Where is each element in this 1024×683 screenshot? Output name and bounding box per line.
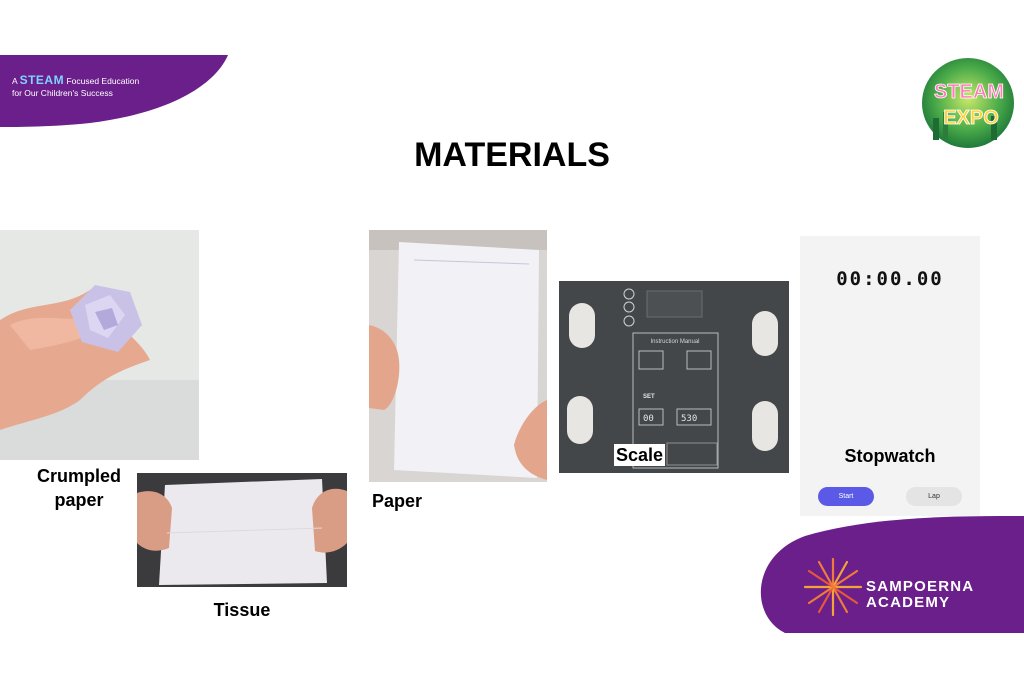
stopwatch-time: 00:00.00 [836, 268, 944, 290]
scale-reading-1: 00 [643, 414, 654, 424]
tissue-photo [137, 473, 347, 587]
brand-line1: SAMPOERNA [866, 578, 975, 595]
scale-set-label: SET [643, 394, 655, 400]
crumpled-paper-label: Crumpled paper [20, 464, 138, 512]
stopwatch-label: Stopwatch [844, 446, 936, 466]
bottom-right-banner [760, 516, 1024, 633]
svg-text:STEAM: STEAM [934, 81, 1004, 103]
stopwatch-screen: 00:00.00 Stopwatch Start Lap [800, 236, 980, 516]
sunburst-icon [803, 557, 863, 617]
paper-photo [369, 230, 547, 482]
crumpled-label-line2: paper [54, 490, 104, 510]
tagline-line2: for Our Children's Success [12, 88, 113, 98]
paper-label: Paper [371, 491, 423, 511]
stopwatch-lap-button[interactable]: Lap [906, 487, 962, 506]
brand-name: SAMPOERNA ACADEMY [866, 579, 974, 611]
stopwatch-start-button[interactable]: Start [818, 487, 874, 506]
tagline-steam: STEAM [19, 73, 65, 87]
tissue-label: Tissue [213, 600, 271, 620]
crumpled-label-line1: Crumpled [36, 466, 121, 486]
scale-manual-title: Instruction Manual [650, 339, 699, 345]
tagline: A STEAM Focused Education for Our Childr… [12, 74, 212, 99]
svg-text:EXPO: EXPO [943, 107, 999, 129]
scale-photo: Instruction Manual SET 00 530 [559, 281, 789, 473]
tagline-prefix: A [12, 76, 18, 86]
brand-line2: ACADEMY [866, 594, 951, 611]
scale-label: Scale [614, 444, 666, 466]
top-left-banner [0, 55, 228, 127]
scale-reading-2: 530 [681, 414, 697, 424]
tagline-rest: Focused Education [66, 76, 140, 86]
crumpled-paper-photo [0, 230, 199, 460]
page-title: MATERIALS [414, 136, 610, 174]
steam-expo-logo: STEAM EXPO [922, 58, 1014, 148]
